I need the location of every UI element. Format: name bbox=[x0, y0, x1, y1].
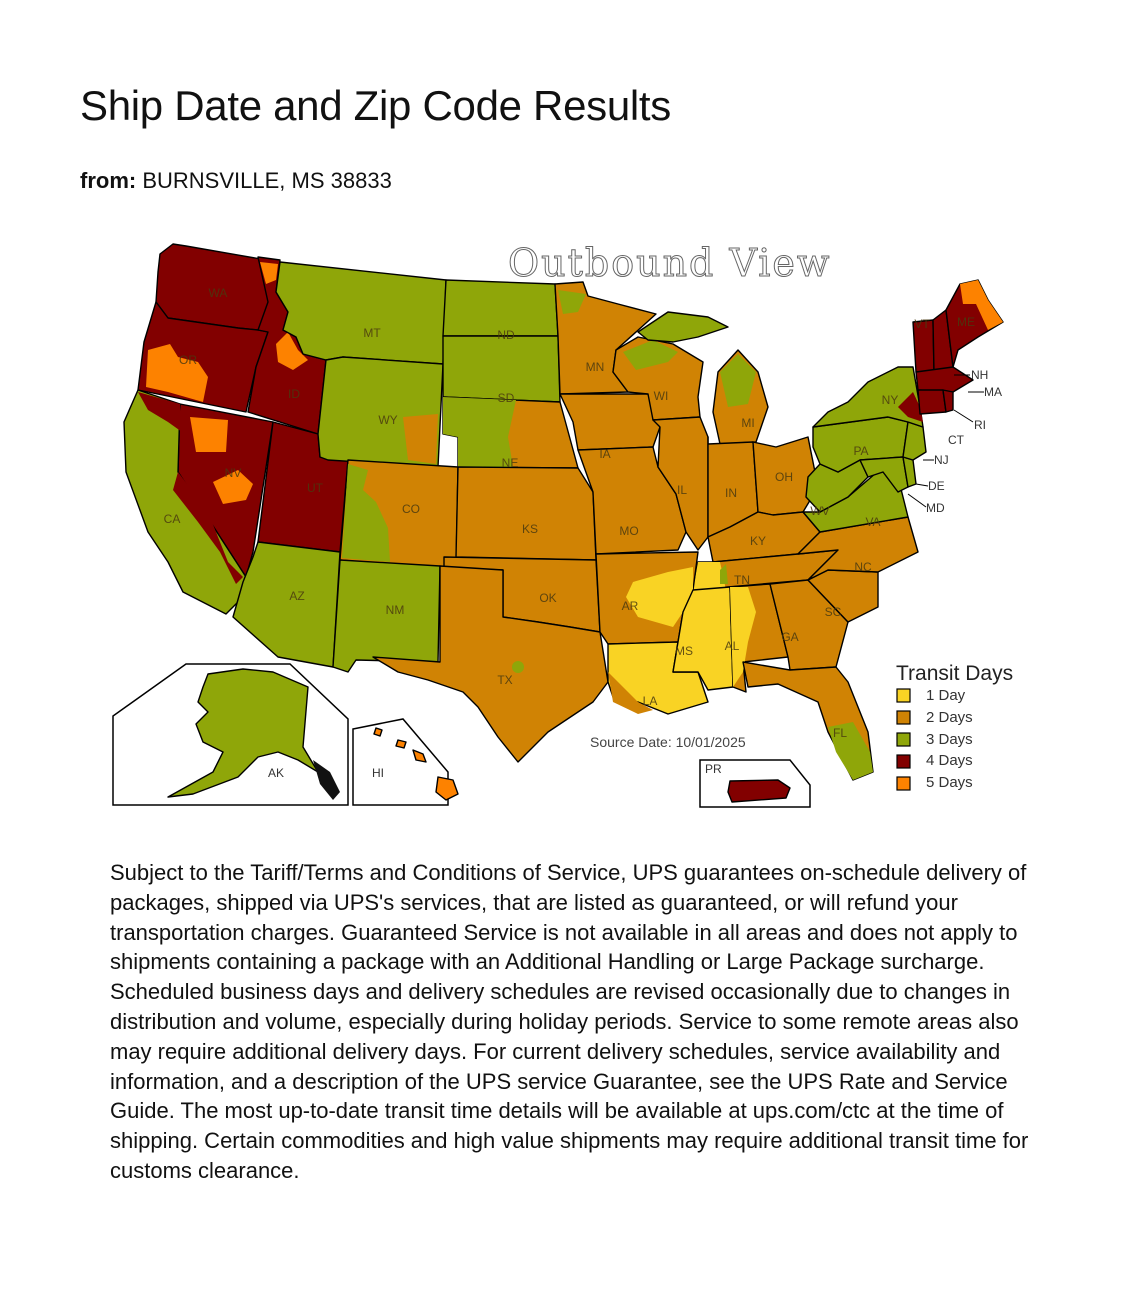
label-mn: MN bbox=[586, 360, 605, 374]
label-nc: NC bbox=[854, 560, 872, 574]
label-wy: WY bbox=[378, 413, 397, 427]
inset-hi bbox=[352, 718, 449, 806]
label-ct: CT bbox=[948, 433, 965, 447]
label-il: IL bbox=[677, 483, 687, 497]
label-in: IN bbox=[725, 486, 737, 500]
legend-label-1-day: 1 Day bbox=[926, 687, 966, 704]
label-co: CO bbox=[402, 502, 420, 516]
label-sc: SC bbox=[825, 605, 842, 619]
label-oh: OH bbox=[775, 470, 793, 484]
from-value: BURNSVILLE, MS 38833 bbox=[142, 168, 392, 193]
label-ut: UT bbox=[307, 481, 324, 495]
label-tx: TX bbox=[497, 673, 512, 687]
label-nd: ND bbox=[497, 328, 515, 342]
label-ky: KY bbox=[750, 534, 766, 548]
label-ny: NY bbox=[882, 393, 899, 407]
label-hi: HI bbox=[372, 766, 384, 780]
label-me: ME bbox=[957, 315, 975, 329]
label-nh: NH bbox=[971, 368, 988, 382]
label-nm: NM bbox=[386, 603, 405, 617]
label-nv: NV bbox=[225, 466, 242, 480]
label-vt: VT bbox=[914, 317, 930, 331]
label-mt: MT bbox=[363, 326, 381, 340]
legend-title: Transit Days bbox=[896, 662, 1013, 685]
legend-label-5-days: 5 Days bbox=[926, 774, 973, 791]
label-nj: NJ bbox=[934, 453, 949, 467]
label-mi: MI bbox=[741, 416, 754, 430]
label-de: DE bbox=[928, 479, 945, 493]
label-ca: CA bbox=[164, 512, 181, 526]
label-sd: SD bbox=[498, 391, 515, 405]
state-ct bbox=[917, 389, 947, 415]
from-label: from: bbox=[80, 168, 137, 193]
legend-label-4-days: 4 Days bbox=[926, 752, 973, 769]
label-mo: MO bbox=[619, 524, 638, 538]
label-ma: MA bbox=[984, 385, 1002, 399]
state-pr bbox=[727, 779, 791, 803]
legend-label-2-days: 2 Days bbox=[926, 709, 973, 726]
state-hi bbox=[435, 776, 459, 801]
label-fl: FL bbox=[833, 726, 847, 740]
label-ga: GA bbox=[781, 630, 798, 644]
state-ma bbox=[915, 366, 974, 393]
legend-label-3-days: 3 Days bbox=[926, 731, 973, 748]
guarantee-disclaimer: Subject to the Tariff/Terms and Conditio… bbox=[110, 860, 1029, 1183]
label-ne: NE bbox=[502, 456, 519, 470]
label-ia: IA bbox=[599, 447, 610, 461]
state-mt bbox=[275, 261, 447, 365]
state-ia bbox=[559, 393, 661, 451]
legend-swatch-5-days bbox=[896, 776, 911, 791]
state-ak bbox=[167, 668, 319, 798]
transit-map: Outbound View bbox=[108, 232, 1038, 817]
label-az: AZ bbox=[289, 589, 304, 603]
origin-line: from: BURNSVILLE, MS 38833 bbox=[80, 168, 392, 194]
label-ok: OK bbox=[539, 591, 556, 605]
legend: Transit Days 1 Day 2 Days 3 Days 4 Days … bbox=[896, 662, 1013, 791]
state-ks bbox=[455, 466, 597, 561]
label-wa: WA bbox=[209, 286, 228, 300]
label-tn: TN bbox=[734, 573, 750, 587]
label-ri: RI bbox=[974, 418, 986, 432]
state-ri bbox=[942, 389, 954, 413]
label-wv: WV bbox=[810, 504, 829, 518]
label-ks: KS bbox=[522, 522, 538, 536]
legend-swatch-3-days bbox=[896, 732, 911, 747]
label-or: OR bbox=[179, 353, 197, 367]
source-date: Source Date: 10/01/2025 bbox=[590, 734, 746, 750]
state-il bbox=[652, 416, 709, 551]
label-ak: AK bbox=[268, 766, 284, 780]
label-ar: AR bbox=[622, 599, 639, 613]
state-tx bbox=[372, 565, 609, 763]
label-wi: WI bbox=[654, 389, 669, 403]
legend-swatch-2-days bbox=[896, 710, 911, 725]
label-pr: PR bbox=[705, 762, 722, 776]
label-ms: MS bbox=[675, 644, 693, 658]
state-mi bbox=[637, 311, 729, 343]
map-title: Outbound View bbox=[508, 241, 831, 285]
label-al: AL bbox=[725, 639, 740, 653]
page-title: Ship Date and Zip Code Results bbox=[80, 82, 671, 129]
label-pa: PA bbox=[853, 444, 868, 458]
label-id: ID bbox=[288, 387, 300, 401]
state-ny bbox=[812, 366, 924, 428]
legend-swatch-1-day bbox=[896, 688, 911, 703]
label-la: LA bbox=[643, 694, 658, 708]
label-va: VA bbox=[865, 515, 880, 529]
label-md: MD bbox=[926, 501, 945, 515]
legend-swatch-4-days bbox=[896, 754, 911, 769]
